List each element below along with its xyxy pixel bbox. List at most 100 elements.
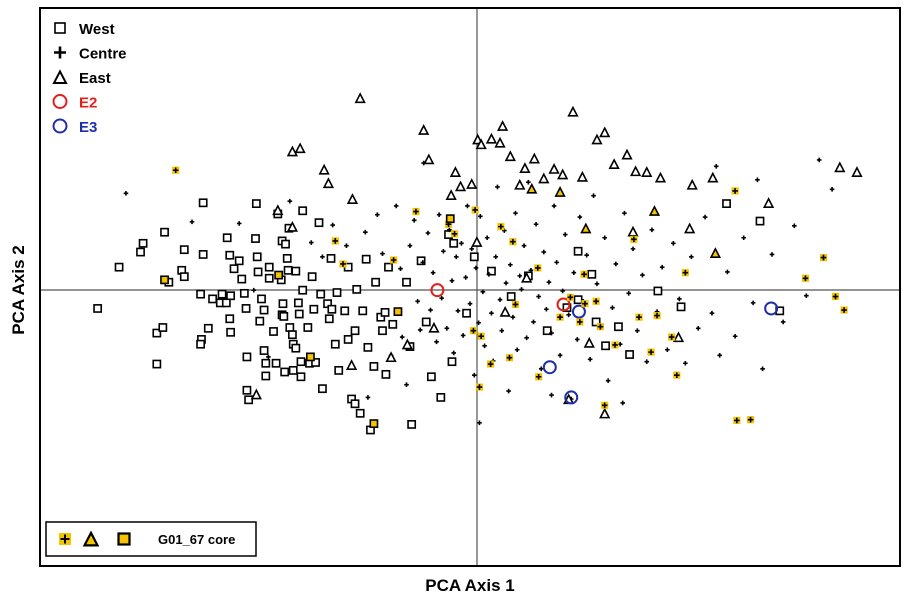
west-point (93, 304, 103, 313)
data-points (93, 92, 863, 435)
east-point (294, 142, 306, 154)
west-point (562, 303, 572, 313)
centre-point (551, 203, 557, 209)
west-point (271, 358, 281, 368)
centre-point (577, 214, 583, 220)
core-legend-plus (60, 534, 70, 544)
e3-point (564, 390, 579, 405)
west-point (264, 262, 274, 272)
east-point (466, 178, 478, 189)
centre-point (444, 326, 450, 331)
west-point (261, 358, 271, 368)
centre-point (236, 221, 242, 226)
centre-point (415, 298, 420, 304)
east-point (591, 133, 603, 145)
centre-point (533, 221, 539, 227)
east-point (528, 152, 540, 164)
west-point (234, 256, 244, 266)
centre-point (330, 222, 336, 228)
core-plus-point (732, 188, 738, 194)
west-point (239, 288, 249, 298)
west-point (264, 273, 274, 283)
core-plus-point (636, 314, 642, 320)
core-triangle-point (526, 182, 538, 194)
centre-point (689, 254, 694, 260)
centre-point (473, 265, 479, 271)
east-point (504, 150, 516, 162)
west-point (330, 339, 340, 349)
core-plus-point (557, 314, 563, 320)
west-point (378, 326, 387, 336)
west-point (237, 274, 247, 284)
east-point (286, 145, 299, 157)
centre-point (266, 354, 271, 360)
centre-point (497, 297, 503, 303)
west-point (203, 323, 213, 333)
centre-point (484, 235, 490, 241)
core-plus-point (802, 275, 809, 282)
centre-point (571, 270, 577, 276)
core-plus-point (673, 372, 680, 378)
legend-symbol-centre (54, 46, 66, 59)
centre-point (528, 268, 534, 273)
west-point (298, 206, 308, 216)
east-point (496, 120, 509, 131)
east-point (654, 171, 667, 183)
e2-point (430, 283, 445, 298)
west-point (343, 335, 353, 344)
legend-label-e2: E2 (79, 95, 97, 112)
west-point (358, 306, 368, 316)
east-point (445, 189, 457, 201)
core-plus-point (506, 354, 513, 361)
centre-point (549, 330, 554, 336)
centre-point (251, 287, 257, 293)
west-point (573, 246, 583, 256)
west-point (307, 272, 317, 282)
west-point (653, 286, 663, 296)
centre-point (465, 203, 470, 209)
centre-point (725, 269, 730, 275)
centre-point (649, 227, 655, 233)
east-point (519, 162, 531, 173)
core-plus-point (682, 269, 689, 276)
west-point (288, 365, 298, 375)
west-point (158, 323, 168, 332)
core-triangle-point (580, 222, 592, 234)
west-point (196, 339, 205, 349)
centre-point (591, 193, 596, 198)
centre-point (407, 243, 413, 248)
west-point (208, 294, 217, 304)
east-point (627, 225, 639, 237)
legend-symbol-west (54, 22, 66, 34)
west-point (363, 342, 373, 352)
west-point (314, 218, 324, 228)
east-point (851, 166, 863, 177)
core-plus-point (567, 294, 574, 301)
centre-point (393, 203, 399, 209)
west-point (380, 308, 390, 317)
east-point (608, 158, 620, 170)
centre-point (519, 287, 524, 292)
y-axis-label: PCA Axis 2 (9, 245, 28, 334)
centre-point (620, 400, 626, 406)
core-plus-point (601, 402, 608, 409)
west-point (384, 262, 393, 272)
west-point (369, 362, 379, 371)
centre-point (506, 388, 511, 394)
east-point (557, 168, 569, 180)
core-plus-point (612, 342, 618, 348)
x-axis-label: PCA Axis 1 (425, 576, 514, 595)
west-point (253, 267, 263, 277)
east-point (485, 132, 498, 144)
west-point (296, 357, 306, 367)
centre-point (463, 275, 469, 280)
centre-point (439, 295, 444, 301)
west-point (416, 256, 426, 266)
west-point (487, 266, 496, 276)
centre-point (513, 210, 518, 216)
west-point (469, 252, 479, 262)
east-point (834, 161, 846, 173)
centre-point (430, 270, 436, 276)
centre-point (566, 312, 571, 318)
centre-point (521, 243, 527, 248)
